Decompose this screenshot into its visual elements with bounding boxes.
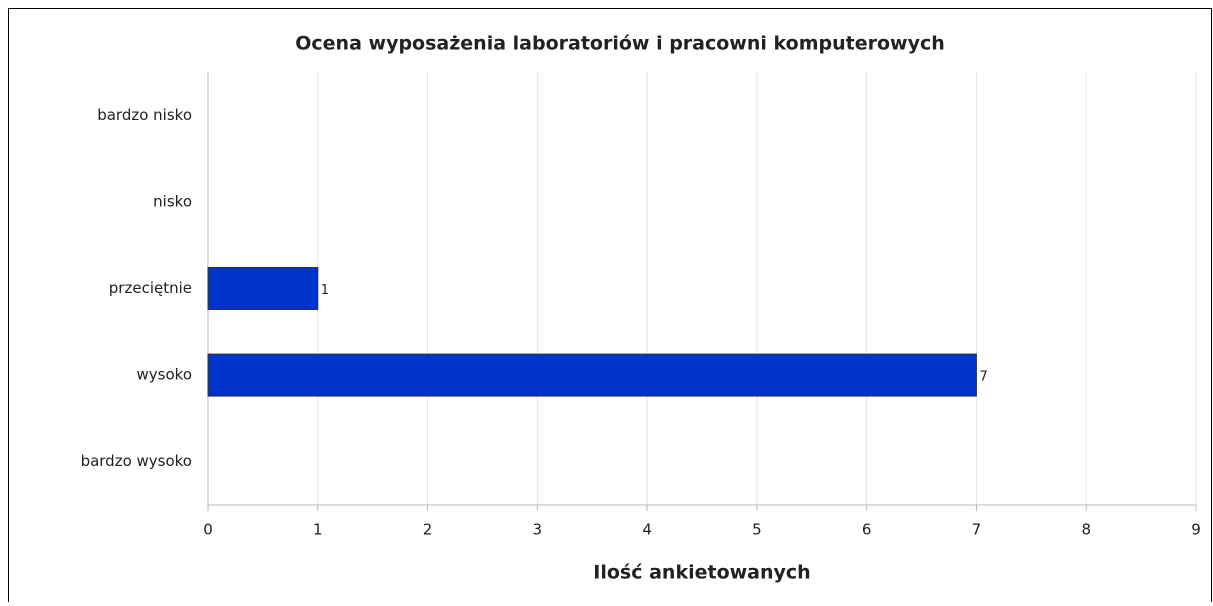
data-label: 1 bbox=[321, 283, 329, 298]
x-tick-label: 3 bbox=[533, 521, 543, 539]
x-tick-label: 8 bbox=[1081, 521, 1091, 539]
bar bbox=[207, 267, 319, 310]
y-tick-label: bardzo nisko bbox=[97, 106, 192, 124]
x-tick-label: 6 bbox=[862, 521, 872, 539]
frame bbox=[8, 8, 1212, 606]
x-tick-label: 1 bbox=[313, 521, 323, 539]
y-tick-label: nisko bbox=[153, 192, 192, 210]
x-tick-label: 9 bbox=[1191, 521, 1201, 539]
x-tick-label: 0 bbox=[203, 521, 213, 539]
y-tick-label: bardzo wysoko bbox=[81, 452, 192, 470]
x-tick-label: 5 bbox=[752, 521, 762, 539]
x-tick-label: 4 bbox=[642, 521, 652, 539]
x-axis-title: Ilość ankietowanych bbox=[593, 562, 810, 584]
chart-title: Ocena wyposażenia laboratoriów i pracown… bbox=[295, 33, 945, 55]
y-tick-label: przeciętnie bbox=[109, 279, 192, 297]
y-tick-label: wysoko bbox=[137, 366, 192, 384]
x-tick-label: 7 bbox=[972, 521, 982, 539]
x-tick-label: 2 bbox=[423, 521, 433, 539]
data-label: 7 bbox=[979, 370, 987, 385]
bar bbox=[207, 353, 977, 397]
